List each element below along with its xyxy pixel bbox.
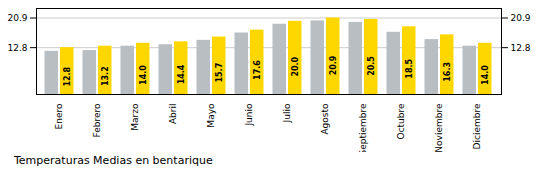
svg-text:16.3: 16.3 <box>443 62 452 82</box>
svg-text:12.8: 12.8 <box>63 66 72 86</box>
svg-text:Octubre: Octubre <box>396 103 406 139</box>
svg-text:12.8: 12.8 <box>7 43 27 53</box>
svg-text:20.9: 20.9 <box>511 13 531 23</box>
svg-text:Noviembre: Noviembre <box>434 103 444 152</box>
svg-text:Mayo: Mayo <box>206 103 216 128</box>
svg-text:14.4: 14.4 <box>177 64 186 84</box>
svg-text:Agosto: Agosto <box>320 103 330 135</box>
svg-text:14.0: 14.0 <box>481 65 490 85</box>
svg-text:Marzo: Marzo <box>130 103 140 131</box>
svg-text:Abril: Abril <box>168 104 178 125</box>
svg-text:Junio: Junio <box>244 103 254 127</box>
svg-text:20.9: 20.9 <box>329 55 338 75</box>
svg-text:14.0: 14.0 <box>139 65 148 85</box>
html-text:Temperaturas Medias en bentari: Temperaturas Medias en bentarique <box>14 154 213 167</box>
svg-text:20.5: 20.5 <box>367 56 376 76</box>
svg-text:20.9: 20.9 <box>7 13 27 23</box>
svg-text:Diciembre: Diciembre <box>472 103 482 149</box>
svg-text:18.5: 18.5 <box>405 58 414 78</box>
svg-text:15.7: 15.7 <box>215 63 224 83</box>
svg-text:Enero: Enero <box>54 103 64 129</box>
svg-text:13.2: 13.2 <box>101 66 110 86</box>
svg-text:Julio: Julio <box>282 103 292 123</box>
svg-text:20.0: 20.0 <box>291 56 300 76</box>
svg-text:Septiembre: Septiembre <box>358 103 368 152</box>
svg-text:17.6: 17.6 <box>253 60 262 80</box>
svg-text:Febrero: Febrero <box>92 103 102 137</box>
svg-text:12.8: 12.8 <box>511 43 531 53</box>
